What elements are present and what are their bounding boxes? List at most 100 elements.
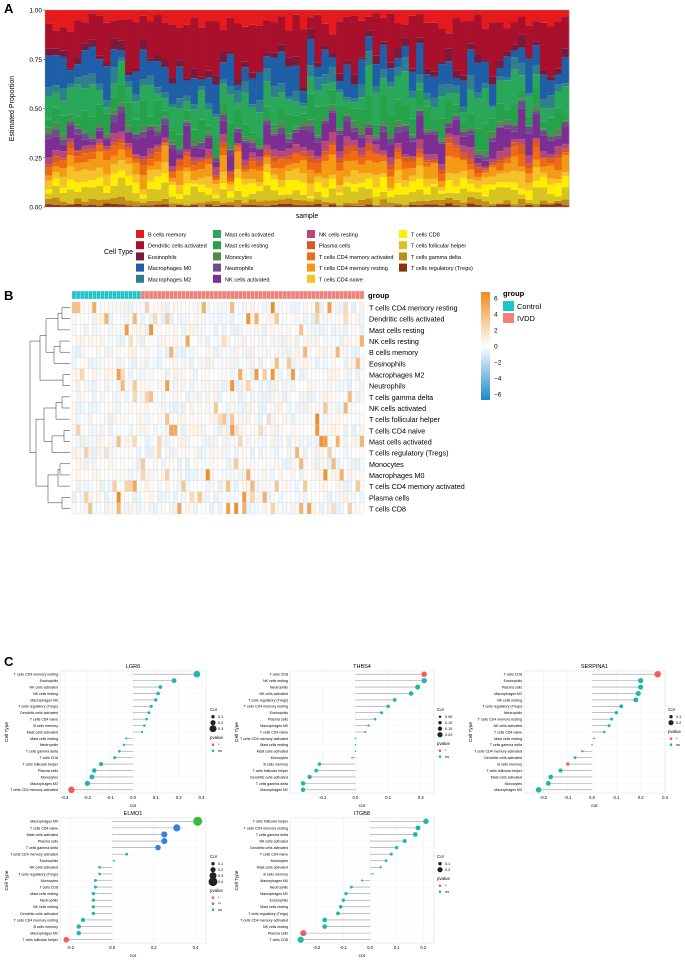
bar-segment [212,84,220,115]
heatmap-cell [335,446,340,459]
bar-segment [314,142,322,157]
heatmap-cell [331,324,336,336]
legend-size-dot [210,720,216,726]
cell-type-label: T cells regulatory (Tregs) [248,698,288,702]
heatmap-cell [262,324,267,336]
bar-segment [168,178,177,182]
heatmap-cell [116,324,121,336]
heatmap-cell [116,357,121,370]
heatmap-cell [355,424,361,437]
heatmap-cell [286,402,292,414]
bar-segment [408,157,417,162]
heatmap-cell [120,391,125,403]
bar-segment [168,203,177,207]
bar-segment [168,148,177,167]
heatmap-cell [108,346,113,358]
bar-segment [467,191,475,198]
bar-segment [132,182,140,194]
y-axis-label: Cell Type [468,722,474,742]
heatmap-cell [221,469,227,481]
heatmap-cell [315,491,320,503]
legend-swatch [213,241,221,250]
bar-segment [510,44,519,51]
bar-segment [277,157,286,160]
bar-segment [394,126,402,133]
bar-segment [292,144,301,153]
legend-label: Mast cells activated [225,233,274,239]
heatmap-cell [181,491,186,503]
heatmap-cell [169,368,174,381]
heatmap-cell [144,391,150,403]
bar-segment [81,88,89,111]
heatmap-cell [209,491,215,503]
heatmap-cell [140,469,146,481]
heatmap-cell [221,502,227,515]
bar-segment [561,83,570,87]
heatmap-cell [319,491,324,503]
bar-segment [190,78,199,105]
heatmap-cell [116,469,121,481]
bar-segment [401,204,410,207]
heatmap-cell [234,402,239,414]
heatmap-cell [327,391,332,403]
cell-type-label: T cells CD8 [269,673,288,677]
bar-segment [132,154,140,156]
heatmap-cell [88,313,93,325]
heatmap-cell [161,324,166,336]
bar-segment [365,10,373,17]
legend-p-dot [211,743,215,746]
heatmap-cell [347,324,352,336]
heatmap-cell [339,413,344,425]
heatmap-cell [193,335,198,347]
heatmap-cell [96,435,101,448]
bar-segment [467,130,475,135]
bar-segment [423,132,432,135]
bar-segment [401,154,410,158]
heatmap-cell [173,502,178,515]
bar-segment [467,43,475,50]
bar-segment [357,20,366,58]
heatmap-cell [359,346,365,358]
heatmap-cell [157,368,162,381]
lollipop-point [609,717,614,721]
heatmap-cell [351,357,357,370]
heatmap-cell [177,435,182,448]
heatmap-cell [88,458,93,470]
bar-segment [554,135,563,139]
bar-segment [459,106,468,113]
heatmap-cell [205,391,211,403]
heatmap-cell [238,402,243,414]
bar-segment [438,28,446,62]
heatmap-cell [96,402,101,414]
bar-segment [510,125,519,132]
heatmap-cell [266,324,271,336]
cell-type-label: T cells CD4 memory resting [244,826,288,830]
bar-segment [408,97,417,119]
heatmap-cell [177,480,182,492]
legend-size-label: 0.2 [676,721,681,725]
heatmap-cell [242,502,247,515]
heatmap-cell [140,357,146,370]
heatmap-cell [278,324,284,336]
legend-size-label: 0.1 [218,715,223,719]
bar-segment [146,170,155,182]
bar-segment [430,119,439,130]
bar-segment [518,62,526,76]
heatmap-cell [116,335,121,347]
heatmap-cell [104,346,109,358]
bar-segment [496,60,504,68]
bar-segment [45,23,53,49]
heatmap-cell [75,502,81,515]
group-annotation-cell [250,290,255,300]
cell-type-label: B cells memory [33,724,58,728]
heatmap-cell [201,458,206,470]
heatmap-cell [331,491,336,503]
group-annotation-cell [294,290,300,300]
heatmap-cell [225,357,231,370]
heatmap-cell [246,402,251,414]
bar-segment [423,99,432,107]
heatmap-cell [250,379,255,392]
bar-segment [321,84,330,106]
heatmap-cell [311,313,316,325]
lollipop-point [89,774,95,780]
